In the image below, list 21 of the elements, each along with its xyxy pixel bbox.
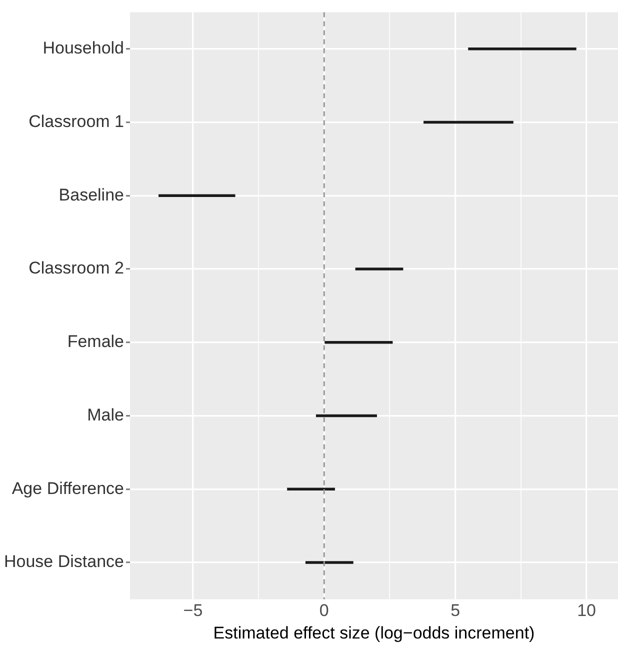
y-tick-label: House Distance <box>4 552 124 572</box>
y-tick-label: Male <box>87 405 124 424</box>
y-tick-label: Classroom 2 <box>28 258 124 278</box>
x-tick-label: −5 <box>183 601 203 620</box>
y-tick-label: Baseline <box>58 185 124 204</box>
bar <box>316 414 377 418</box>
y-tick-label: Classroom 1 <box>28 112 124 131</box>
y-tick-label: Household <box>42 38 124 58</box>
y-tick-label: Age Difference <box>12 478 124 498</box>
y-tick-label: Female <box>67 332 124 352</box>
bar <box>305 561 354 564</box>
bar <box>468 48 576 50</box>
bar <box>355 268 404 270</box>
bar <box>287 488 335 490</box>
x-axis-title: Estimated effect size (log−odds increment) <box>213 623 535 642</box>
bar <box>324 341 393 344</box>
bar <box>158 194 236 197</box>
x-tick-label: 5 <box>450 601 460 620</box>
x-tick-label: 0 <box>319 601 329 620</box>
x-tick-label: 10 <box>577 601 596 620</box>
bar <box>424 120 514 124</box>
